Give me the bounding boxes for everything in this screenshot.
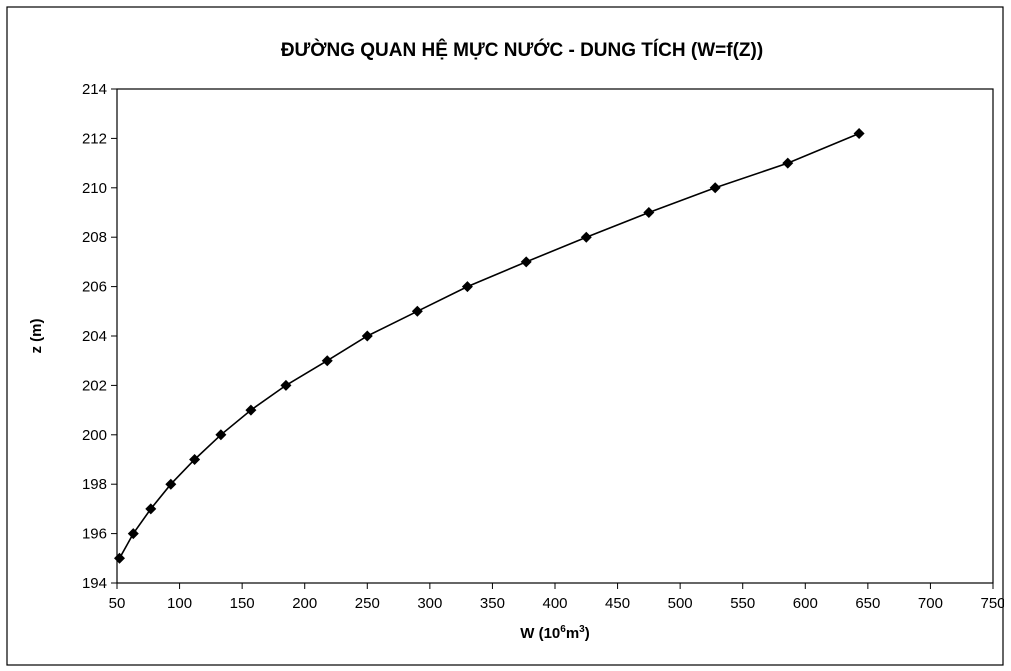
data-point-marker <box>709 182 721 194</box>
data-point-marker <box>145 503 157 515</box>
x-tick-label: 400 <box>542 595 567 612</box>
x-axis-label: W (106m3) <box>520 624 589 642</box>
y-tick-label: 202 <box>82 377 107 394</box>
data-point-marker <box>114 552 126 564</box>
x-tick-label: 200 <box>292 595 317 612</box>
data-point-marker <box>215 429 227 441</box>
data-point-marker <box>189 454 201 465</box>
data-point-marker <box>782 157 794 169</box>
chart-border <box>6 6 1004 666</box>
x-tick-label: 100 <box>167 595 192 612</box>
data-point-marker <box>643 207 655 218</box>
data-point-marker <box>853 127 865 139</box>
data-point-marker <box>321 355 333 367</box>
x-tick-label: 550 <box>730 595 755 612</box>
data-point-marker <box>580 231 592 243</box>
series-line <box>118 132 860 559</box>
x-tick-label: 250 <box>355 595 380 612</box>
x-axis-label-unit: m <box>566 625 579 642</box>
y-tick-label: 198 <box>82 476 107 493</box>
x-tick-label: 300 <box>417 595 442 612</box>
data-point-marker <box>127 528 139 540</box>
x-tick-label: 500 <box>668 595 693 612</box>
x-tick-label: 50 <box>109 595 126 612</box>
y-tick-label: 208 <box>82 229 107 246</box>
x-axis-label-close: ) <box>585 625 590 642</box>
y-tick-label: 194 <box>82 575 107 592</box>
y-tick-label: 204 <box>82 328 107 345</box>
x-tick-label: 450 <box>605 595 630 612</box>
y-tick-label: 196 <box>82 526 107 543</box>
x-axis: 50 100 150 200 250 300 350 400 450 500 550 600 650 70… <box>109 583 1006 612</box>
x-tick-label: 750 <box>980 595 1004 612</box>
data-point-marker <box>280 379 292 391</box>
x-tick-label: 600 <box>793 595 818 612</box>
x-axis-label-text: W (10 <box>520 625 560 642</box>
x-axis-label-unit-exponent: 3 <box>579 624 585 635</box>
data-point-marker <box>411 305 423 317</box>
series-layer <box>114 127 865 564</box>
chart-title: ĐƯỜNG QUAN HỆ MỰC NƯỚC - DUNG TÍCH (W=f(… <box>281 39 763 61</box>
data-point-marker <box>165 478 177 490</box>
x-tick-label: 650 <box>855 595 880 612</box>
y-axis: 194 196 198 200 202 204 206 208 210 212 214 <box>82 81 117 592</box>
y-tick-label: 200 <box>82 427 107 444</box>
x-tick-label: 350 <box>480 595 505 612</box>
y-tick-label: 210 <box>82 180 107 197</box>
data-point-marker <box>520 256 532 268</box>
chart-container: ĐƯỜNG QUAN HỆ MỰC NƯỚC - DUNG TÍCH (W=f(… <box>6 6 1006 666</box>
chart-svg: ĐƯỜNG QUAN HỆ MỰC NƯỚC - DUNG TÍCH (W=f(… <box>6 6 1006 666</box>
x-axis-label-exponent: 6 <box>560 624 566 635</box>
y-tick-label: 212 <box>82 130 107 147</box>
y-tick-label: 214 <box>82 81 107 98</box>
data-point-marker <box>245 404 257 416</box>
x-tick-label: 700 <box>918 595 943 612</box>
data-point-marker <box>361 330 373 342</box>
y-axis-label: z (m) <box>28 319 45 354</box>
y-tick-label: 206 <box>82 279 107 296</box>
x-tick-label: 150 <box>230 595 255 612</box>
data-point-marker <box>461 281 473 293</box>
